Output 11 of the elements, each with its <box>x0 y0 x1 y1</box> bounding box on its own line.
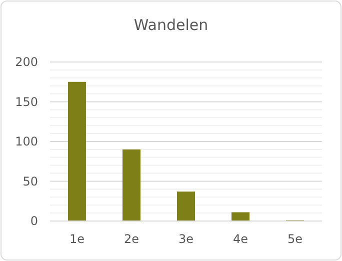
y-tick-label: 100 <box>15 134 38 149</box>
y-tick-label: 0 <box>30 214 38 228</box>
chart-title: Wandelen <box>134 16 208 34</box>
x-tick-label: 5e <box>288 232 303 246</box>
x-tick-label: 3e <box>178 232 194 246</box>
x-tick-label: 2e <box>124 232 140 246</box>
y-tick-label: 50 <box>22 174 38 188</box>
x-tick-label: 4e <box>232 232 248 246</box>
y-tick-label: 150 <box>15 94 38 109</box>
x-tick-label: 1e <box>69 232 84 246</box>
y-tick-label: 200 <box>15 55 38 70</box>
